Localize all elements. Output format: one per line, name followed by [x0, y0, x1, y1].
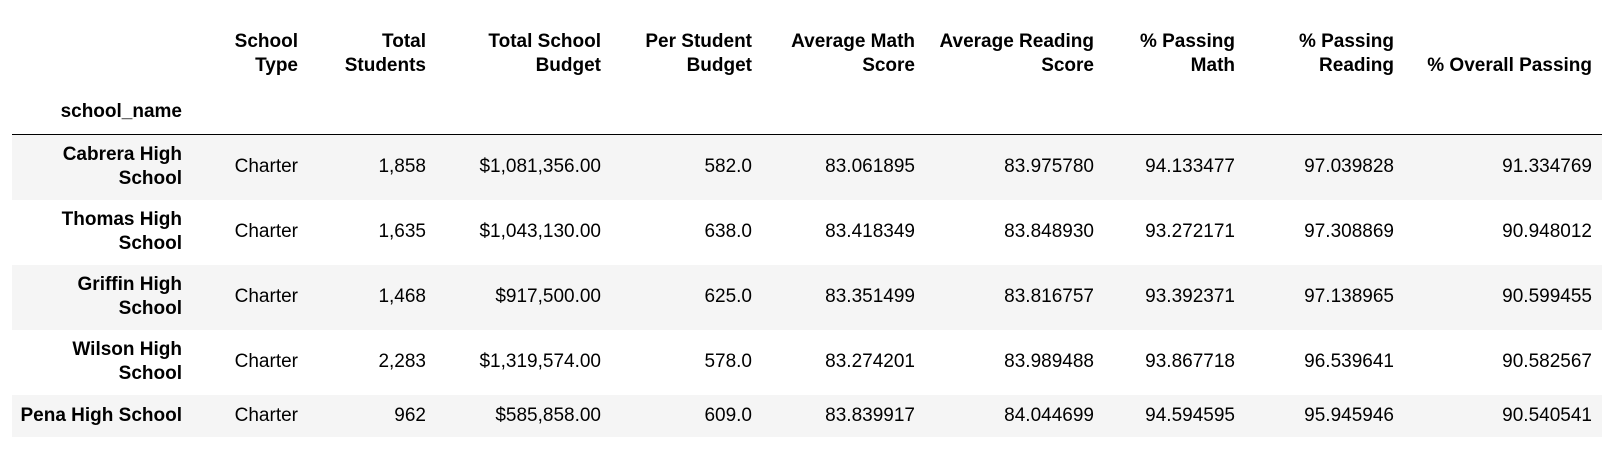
row-index-label: Cabrera High School	[62, 144, 182, 190]
table-cell: Charter	[234, 286, 298, 307]
table-cell: 90.540541	[1502, 404, 1592, 426]
table-cell: 97.138965	[1304, 286, 1394, 307]
table-cell: 2,283	[378, 351, 426, 372]
table-cell: 91.334769	[1502, 156, 1592, 178]
table-cell: 97.308869	[1304, 221, 1394, 242]
column-header: % Passing Reading	[1298, 31, 1394, 76]
table-cell: 1,635	[378, 221, 426, 242]
column-header: % Passing Math	[1139, 31, 1235, 76]
table-row: Griffin High School Charter 1,468 $917,5…	[12, 264, 1602, 330]
column-header: % Overall Passing	[1427, 55, 1592, 76]
table-cell: 84.044699	[1004, 404, 1094, 426]
table-cell: 94.594595	[1145, 404, 1235, 426]
table-cell: 97.039828	[1304, 156, 1394, 178]
table-header: School Type Total Students Total School …	[12, 0, 1602, 135]
table-cell: 94.133477	[1145, 156, 1235, 178]
table-cell: 638.0	[704, 221, 752, 242]
school-summary-table: School Type Total Students Total School …	[12, 0, 1602, 437]
table-cell: 93.392371	[1145, 286, 1235, 307]
table-cell: 625.0	[704, 286, 752, 307]
column-header: Average Reading Score	[939, 31, 1094, 76]
table-cell: $917,500.00	[495, 286, 601, 307]
table-cell: 582.0	[704, 156, 752, 178]
table-row: Cabrera High School Charter 1,858 $1,081…	[12, 134, 1602, 200]
table-cell: 1,468	[378, 286, 426, 307]
table-cell: 93.272171	[1145, 221, 1235, 242]
table-row: Thomas High School Charter 1,635 $1,043,…	[12, 199, 1602, 265]
table-cell: Charter	[234, 156, 298, 178]
table-cell: 90.582567	[1502, 351, 1592, 372]
index-header-row: school_name	[12, 78, 1602, 135]
column-header: Total School Budget	[488, 31, 601, 76]
table-cell: $1,043,130.00	[479, 221, 601, 242]
row-index-label: Wilson High School	[72, 339, 182, 384]
table-cell: 83.839917	[825, 404, 915, 426]
table-cell: 83.989488	[1004, 351, 1094, 372]
row-index-label: Pena High School	[20, 404, 182, 426]
table-cell: 83.975780	[1004, 156, 1094, 178]
table-cell: 1,858	[378, 156, 426, 178]
table-cell: 93.867718	[1145, 351, 1235, 372]
dataframe-output: School Type Total Students Total School …	[12, 0, 1602, 437]
row-index-label: Griffin High School	[77, 274, 182, 319]
table-cell: $1,319,574.00	[479, 351, 601, 372]
table-cell: $585,858.00	[495, 404, 601, 426]
table-cell: 578.0	[704, 351, 752, 372]
column-header: Total Students	[344, 31, 426, 76]
table-cell: 83.418349	[825, 221, 915, 242]
table-cell: Charter	[234, 404, 298, 426]
table-cell: 83.816757	[1004, 286, 1094, 307]
table-row: Pena High School Charter 962 $585,858.00…	[12, 394, 1602, 437]
table-row: Wilson High School Charter 2,283 $1,319,…	[12, 329, 1602, 395]
table-cell: 609.0	[704, 404, 752, 426]
table-cell: 83.061895	[825, 156, 915, 178]
table-cell: 90.948012	[1502, 221, 1592, 242]
row-index-label: Thomas High School	[61, 209, 182, 254]
table-cell: Charter	[234, 221, 298, 242]
table-cell: 83.848930	[1004, 221, 1094, 242]
column-header: Average Math Score	[791, 31, 915, 76]
table-cell: $1,081,356.00	[479, 156, 601, 178]
table-body: Cabrera High School Charter 1,858 $1,081…	[12, 134, 1602, 437]
index-name-label: school_name	[60, 101, 182, 122]
table-cell: 83.274201	[825, 351, 915, 372]
table-cell: 90.599455	[1502, 286, 1592, 307]
column-header: School Type	[234, 31, 298, 76]
table-cell: 83.351499	[825, 286, 915, 307]
column-header: Per Student Budget	[645, 31, 752, 76]
index-header-blank	[12, 0, 192, 78]
table-cell: 95.945946	[1304, 404, 1394, 426]
table-cell: 962	[394, 404, 426, 426]
column-header-row: School Type Total Students Total School …	[12, 0, 1602, 78]
table-cell: 96.539641	[1304, 351, 1394, 372]
table-cell: Charter	[234, 351, 298, 372]
